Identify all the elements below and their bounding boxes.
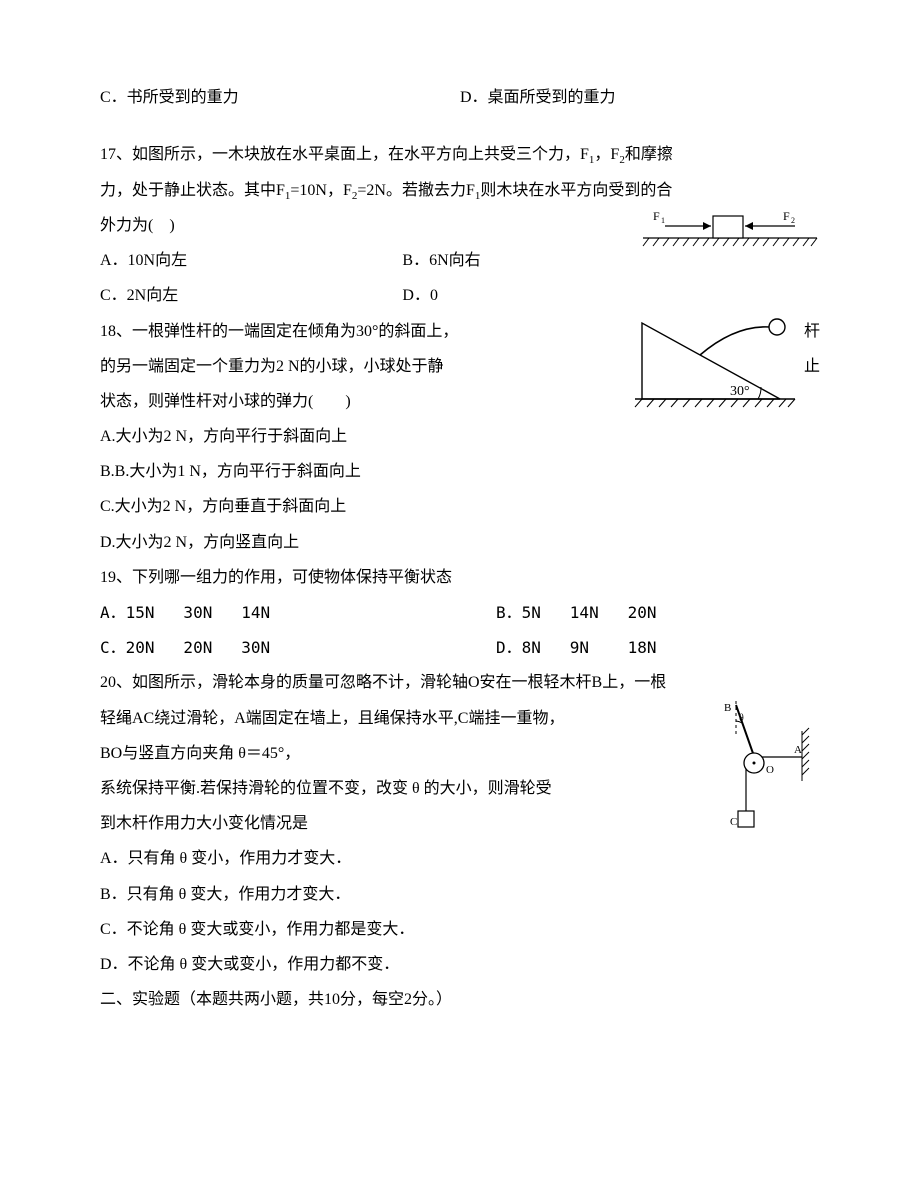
svg-text:B: B [724,702,731,714]
q18-opt-c: C.大小为2 N，方向垂直于斜面向上 [100,489,820,524]
q17-line3-block: 外力为( ) [100,208,820,243]
svg-text:A: A [794,744,802,756]
q18-opt-b: B.B.大小为1 N，方向平行于斜面向上 [100,454,820,489]
q17-opt-c: C．2N向左 [100,278,402,313]
q18-block: 30° 18、一根弹性杆的一端固定在倾角为30°的斜面上， 杆 的另一端固定一个… [100,314,820,420]
q20-opt-c: C．不论角 θ 变大或变小，作用力都是变大． [100,912,820,947]
q17-stem2b: =10N，F [290,182,351,199]
q20-diagram: B θ O A C [690,701,810,841]
q18-opt-a: A.大小为2 N，方向平行于斜面向上 [100,419,820,454]
q16-opt-d: D．桌面所受到的重力 [460,80,820,115]
q17-stem2d: 则木块在水平方向受到的合 [480,182,672,199]
q19-opt-d: D．8N 9N 18N [496,630,820,665]
q16-options-cd: C．书所受到的重力 D．桌面所受到的重力 [100,80,820,115]
svg-text:F: F [653,209,660,223]
q19-opt-c: C．20N 20N 30N [100,630,496,665]
section2-heading: 二、实验题（本题共两小题，共10分，每空2分。） [100,982,820,1017]
q17-stem1a: 17、如图所示，一木块放在水平桌面上，在水平方向上共受三个力，F [100,146,589,163]
q20-body: B θ O A C 轻绳AC绕过滑轮，A端固定在墙上，且绳保持水平,C端挂一重物… [100,701,820,842]
q19-opt-a: A．15N 30N 14N [100,595,496,630]
q17-stem1b: ，F [594,146,619,163]
q19-opt-b: B．5N 14N 20N [496,595,820,630]
q20-opt-a: A．只有角 θ 变小，作用力才变大． [100,841,820,876]
q18-diagram: 30° [630,309,800,414]
svg-text:C: C [730,816,737,828]
q19-stem: 19、下列哪一组力的作用，可使物体保持平衡状态 [100,560,820,595]
q16-opt-c: C．书所受到的重力 [100,80,460,115]
svg-text:F: F [783,209,790,223]
svg-text:θ: θ [739,713,744,724]
q17-stem1c: 和摩擦 [625,146,673,163]
q17-diagram: F1 F2 [635,208,820,253]
q17-line3: 外力为( ) [100,217,175,234]
exam-page: C．书所受到的重力 D．桌面所受到的重力 17、如图所示，一木块放在水平桌面上，… [0,0,920,1192]
q20-opt-d: D．不论角 θ 变大或变小，作用力都不变． [100,947,820,982]
q18-opt-d: D.大小为2 N，方向竖直向上 [100,525,820,560]
q18-line1a: 18、一根弹性杆的一端固定在倾角为30°的斜面上， [100,314,561,349]
q18-line2a: 的另一端固定一个重力为2 N的小球，小球处于静 [100,349,561,384]
q19-options-cd: C．20N 20N 30N D．8N 9N 18N [100,630,820,665]
svg-text:2: 2 [791,216,795,225]
svg-text:30°: 30° [730,384,750,399]
q20-opt-b: B．只有角 θ 变大，作用力才变大． [100,877,820,912]
q17-stem2c: =2N。若撤去力F [357,182,474,199]
q17-line1: 17、如图所示，一木块放在水平桌面上，在水平方向上共受三个力，F1，F2和摩擦 [100,137,820,172]
q19-options-ab: A．15N 30N 14N B．5N 14N 20N [100,595,820,630]
q17-stem2a: 力，处于静止状态。其中F [100,182,285,199]
svg-text:O: O [766,764,774,776]
q17-opt-a: A．10N向左 [100,243,402,278]
q20-line1: 20、如图所示，滑轮本身的质量可忽略不计，滑轮轴O安在一根轻木杆B上，一根 [100,665,820,700]
q17-line2: 力，处于静止状态。其中F1=10N，F2=2N。若撤去力F1则木块在水平方向受到… [100,173,820,208]
svg-text:1: 1 [661,216,665,225]
